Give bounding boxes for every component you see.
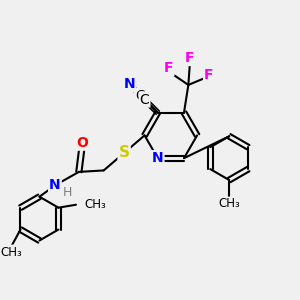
Text: H: H [63,186,73,199]
Text: C: C [135,89,145,103]
Text: CH₃: CH₃ [1,245,22,259]
Text: F: F [164,61,173,75]
Text: N: N [152,151,164,165]
Text: CH₃: CH₃ [84,198,106,211]
Text: O: O [76,136,88,150]
Text: F: F [185,51,195,65]
Text: S: S [118,146,130,160]
Text: F: F [204,68,214,82]
Text: CH₃: CH₃ [218,197,240,211]
Text: N: N [49,178,61,192]
Text: N: N [124,77,135,91]
Text: C: C [140,92,149,106]
